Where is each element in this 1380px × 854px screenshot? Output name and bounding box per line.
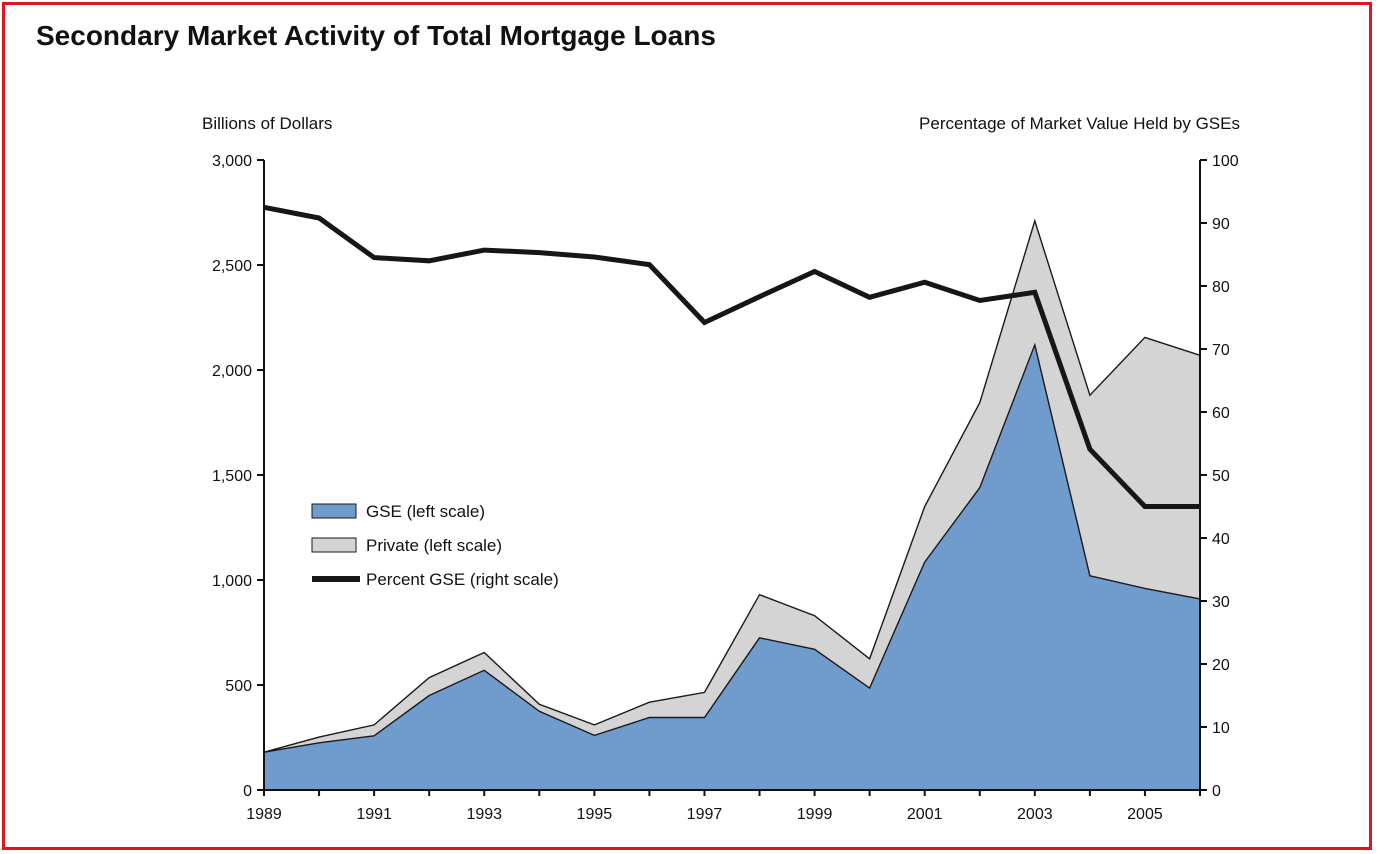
- legend-label: Percent GSE (right scale): [366, 570, 559, 589]
- right-tick-label: 40: [1212, 531, 1230, 548]
- right-tick-label: 80: [1212, 279, 1230, 296]
- left-tick-label: 500: [225, 678, 252, 695]
- legend-swatch-private: [311, 537, 357, 553]
- left-tick-label: 3,000: [212, 153, 252, 170]
- right-tick-label: 0: [1212, 783, 1221, 800]
- right-tick-label: 10: [1212, 720, 1230, 737]
- left-tick-label: 1,000: [212, 573, 252, 590]
- right-tick-label: 20: [1212, 657, 1230, 674]
- left-tick-label: 2,000: [212, 363, 252, 380]
- x-tick-label: 2005: [1127, 806, 1163, 823]
- percent-gse-line: [263, 204, 1200, 509]
- left-ticks: 0 500 1,000 1,500 2,000 2,500 3,000: [212, 153, 264, 800]
- legend-label: Private (left scale): [366, 536, 502, 555]
- legend: GSE (left scale) Private (left scale) Perc…: [311, 502, 559, 589]
- legend-label: GSE (left scale): [366, 502, 485, 521]
- x-tick-label: 1997: [687, 806, 723, 823]
- plot-areas: [263, 218, 1201, 790]
- x-tick-label: 1993: [466, 806, 502, 823]
- right-tick-label: 60: [1212, 405, 1230, 422]
- x-tick-label: 1999: [797, 806, 833, 823]
- left-tick-label: 0: [243, 783, 252, 800]
- left-tick-label: 2,500: [212, 258, 252, 275]
- gse-area: [264, 344, 1200, 790]
- left-axis-label: Billions of Dollars: [202, 114, 332, 133]
- right-axis-label: Percentage of Market Value Held by GSEs: [919, 114, 1240, 133]
- right-tick-label: 90: [1212, 216, 1230, 233]
- right-tick-label: 70: [1212, 342, 1230, 359]
- left-tick-label: 1,500: [212, 468, 252, 485]
- gse-top-outline: [263, 342, 1201, 753]
- right-tick-label: 100: [1212, 153, 1239, 170]
- x-tick-label: 2001: [907, 806, 943, 823]
- private-top-outline: [263, 218, 1201, 753]
- legend-swatch-gse: [311, 503, 357, 519]
- x-tick-label: 1991: [356, 806, 392, 823]
- right-tick-label: 30: [1212, 594, 1230, 611]
- chart-title: Secondary Market Activity of Total Mortg…: [36, 20, 716, 51]
- x-tick-label: 1995: [577, 806, 613, 823]
- x-tick-label: 1989: [246, 806, 282, 823]
- x-tick-label: 2003: [1017, 806, 1053, 823]
- right-ticks: 0 10 20 30 40 50 60 70 80 90 100: [1200, 153, 1239, 800]
- x-ticks: 1989 1991 1993 1995 1997 1999 2001 2003 2005: [246, 790, 1201, 823]
- right-tick-label: 50: [1212, 468, 1230, 485]
